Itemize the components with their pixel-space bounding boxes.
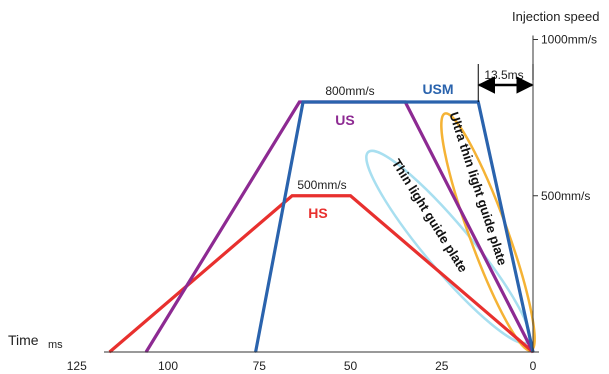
series-line-usm xyxy=(254,100,535,353)
x-tick-0: 0 xyxy=(530,359,537,373)
series-label-us: US xyxy=(335,112,354,128)
series-line-hs xyxy=(108,194,535,354)
y-tick-500mm-s: 500mm/s xyxy=(541,189,590,203)
y-tick-1000mm-s: 1000mm/s xyxy=(541,33,597,47)
speed-500-label: 500mm/s xyxy=(297,178,346,192)
label-layer: Time ms Injection speed 800mm/s 500mm/s … xyxy=(8,9,599,351)
x-axis-unit: ms xyxy=(48,339,63,351)
series-point-hs-2 xyxy=(349,194,352,197)
series-point-usm-1 xyxy=(302,101,304,103)
x-tick-75: 75 xyxy=(253,359,267,373)
series-point-hs-1 xyxy=(291,194,293,197)
thin-plate-label: Thin light guide plate xyxy=(389,156,471,275)
series-point-us-1 xyxy=(298,101,301,103)
x-tick-25: 25 xyxy=(435,359,449,373)
series-label-hs: HS xyxy=(308,205,327,221)
y-axis-title: Injection speed xyxy=(512,9,599,24)
tick-layer: 125 100 75 50 25 0 500mm/s 1000mm/s xyxy=(67,33,597,374)
series-label-usm: USM xyxy=(422,81,453,97)
speed-800-label: 800mm/s xyxy=(325,84,374,98)
series-line-us xyxy=(144,100,535,353)
interval-label: 13.5ms xyxy=(484,68,523,82)
x-tick-50: 50 xyxy=(344,359,358,373)
x-tick-100: 100 xyxy=(158,359,178,373)
interval-arrow-group xyxy=(477,64,534,102)
x-tick-125: 125 xyxy=(67,359,87,373)
x-axis-title: Time xyxy=(8,332,39,348)
